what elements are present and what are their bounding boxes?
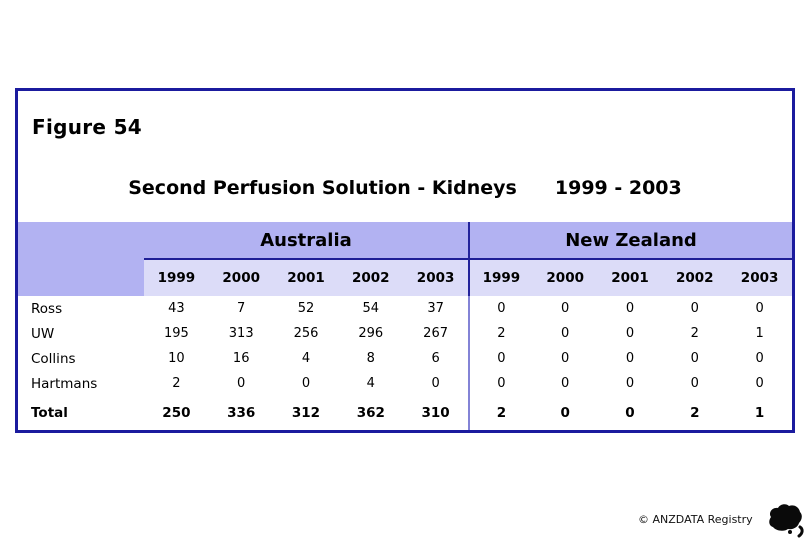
data-cell: 296 [358, 326, 384, 341]
data-cell: 0 [468, 296, 533, 321]
data-cell: 0 [625, 326, 635, 341]
year-header-au: 2002 [338, 258, 404, 296]
slide-title-years: 1999 - 2003 [554, 177, 682, 199]
data-cell: 2 [690, 326, 699, 341]
data-cell: 0 [431, 376, 440, 391]
group-header-australia: Australia [144, 222, 468, 258]
row-label-total: Total [31, 405, 68, 421]
year-header-nz: 2002 [662, 258, 728, 296]
data-cell: 0 [561, 301, 570, 316]
data-cell: 0 [561, 326, 570, 341]
slide-figure-54: Figure 54 Second Perfusion Solution - Ki… [15, 88, 795, 433]
group-header-new-zealand: New Zealand [468, 222, 792, 258]
total-cell: 250 [162, 405, 191, 421]
data-cell: 0 [468, 346, 533, 371]
year-header-nz: 2000 [532, 258, 598, 296]
data-cell: 6 [431, 351, 440, 366]
total-cell: 2 [690, 405, 700, 421]
data-cell: 4 [366, 376, 375, 391]
copyright-text: © ANZDATA Registry [638, 513, 753, 526]
data-cell: 0 [690, 351, 699, 366]
slide-title-text: Second Perfusion Solution - Kidneys [128, 177, 517, 199]
data-cell: 0 [625, 351, 635, 366]
data-cell: 267 [423, 326, 448, 341]
data-cell: 0 [690, 376, 699, 391]
year-header-nz: 2003 [727, 258, 792, 296]
row-label-collins: Collins [31, 350, 76, 367]
total-cell: 1 [754, 405, 765, 421]
data-cell: 0 [237, 376, 246, 391]
table-corner-cell [18, 222, 144, 258]
total-cell: 310 [421, 405, 450, 421]
data-cell: 7 [237, 301, 246, 316]
data-table: Australia New Zealand 1999 2000 2001 200… [18, 222, 792, 430]
data-cell: 16 [232, 351, 250, 366]
data-cell: 2 [468, 321, 533, 346]
data-cell: 0 [755, 376, 764, 391]
data-cell: 0 [625, 376, 635, 391]
row-label-hartmans: Hartmans [31, 375, 98, 392]
data-cell: 0 [755, 301, 764, 316]
anzdata-australia-nz-map-icon [769, 504, 804, 538]
year-header-spacer-cell [18, 258, 144, 296]
data-cell: 52 [297, 301, 315, 316]
data-cell: 1 [755, 326, 764, 341]
total-cell: 312 [291, 405, 321, 421]
year-header-au: 2003 [403, 258, 468, 296]
row-label-uw: UW [31, 325, 55, 342]
row-label-ross: Ross [31, 300, 63, 317]
data-cell: 195 [163, 326, 189, 341]
total-cell: 0 [560, 405, 570, 421]
data-cell: 0 [301, 376, 311, 391]
data-cell: 43 [168, 301, 185, 316]
total-cell: 362 [356, 405, 385, 421]
year-header-au: 2000 [208, 258, 274, 296]
year-header-nz: 1999 [468, 258, 533, 296]
total-cell: 2 [468, 396, 533, 430]
slide-title: Second Perfusion Solution - Kidneys 1999 … [18, 177, 792, 199]
data-cell: 0 [625, 301, 635, 316]
data-cell: 0 [561, 376, 570, 391]
data-cell: 313 [228, 326, 254, 341]
data-cell: 256 [293, 326, 319, 341]
year-header-nz: 2001 [597, 258, 663, 296]
data-cell: 0 [690, 301, 699, 316]
figure-number-label: Figure 54 [32, 115, 142, 139]
data-cell: 4 [301, 351, 311, 366]
total-cell: 336 [227, 405, 256, 421]
data-cell: 0 [755, 351, 764, 366]
data-cell: 10 [168, 351, 185, 366]
data-cell: 54 [362, 301, 380, 316]
year-header-au: 1999 [144, 258, 209, 296]
total-cell: 0 [625, 405, 635, 421]
year-header-au: 2001 [273, 258, 339, 296]
data-cell: 8 [366, 351, 375, 366]
data-cell: 37 [427, 301, 444, 316]
data-cell: 0 [561, 351, 570, 366]
data-cell: 0 [468, 371, 533, 396]
data-cell: 2 [172, 376, 181, 391]
